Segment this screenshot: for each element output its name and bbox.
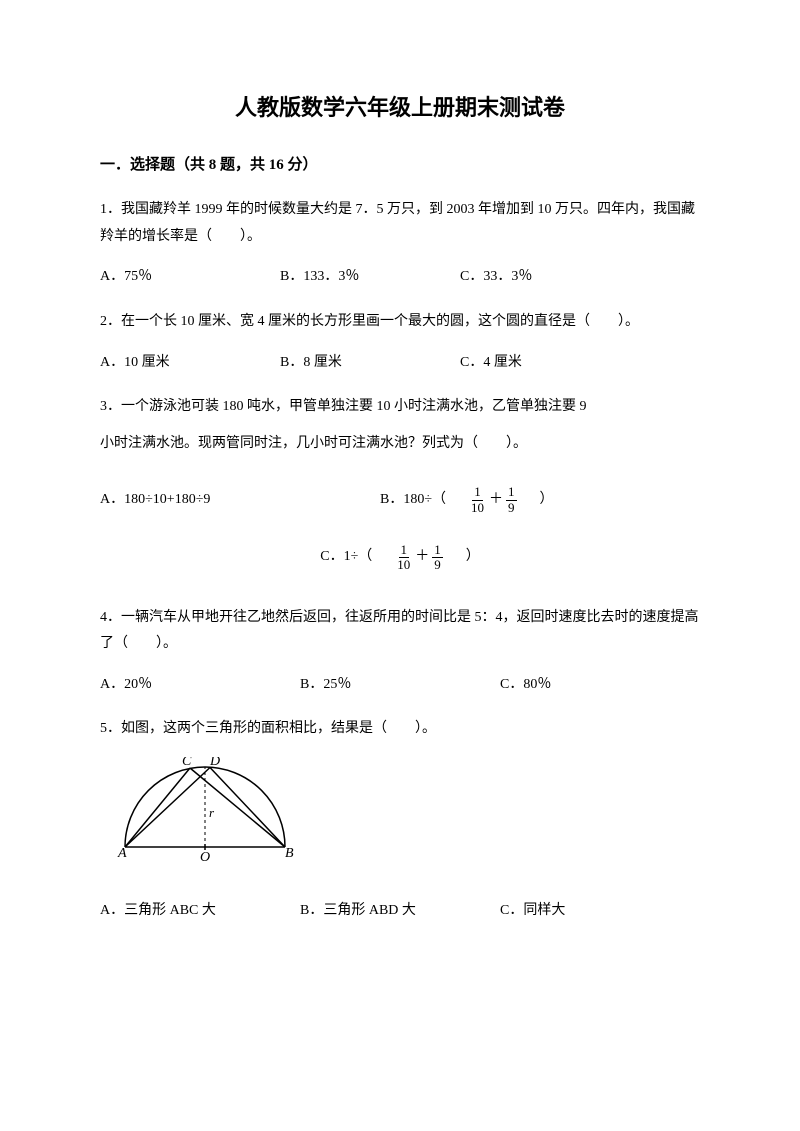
q5-options: A．三角形 ABC 大 B．三角形 ABD 大 C．同样大 <box>100 898 700 925</box>
q3-option-b: B．180÷（ 1 10 ＋ 1 9 ） <box>380 485 554 515</box>
q2-option-c: C．4 厘米 <box>460 350 640 377</box>
plus-sign: ＋ <box>415 544 429 571</box>
svg-text:A: A <box>117 846 127 861</box>
q1-option-a: A．75％ <box>100 264 280 291</box>
q4-options: A．20％ B．25％ C．80％ <box>100 672 700 699</box>
q3-optc-suffix: ） <box>466 544 480 571</box>
svg-text:O: O <box>200 850 210 865</box>
question-2: 2．在一个长 10 厘米、宽 4 厘米的长方形里画一个最大的圆，这个圆的直径是（… <box>100 309 700 376</box>
question-1: 1．我国藏羚羊 1999 年的时候数量大约是 7．5 万只，到 2003 年增加… <box>100 197 700 291</box>
q5-option-c: C．同样大 <box>500 898 565 925</box>
q4-option-b: B．25％ <box>300 672 500 699</box>
q2-option-a: A．10 厘米 <box>100 350 280 377</box>
q4-option-c: C．80％ <box>500 672 680 699</box>
q5-text: 5．如图，这两个三角形的面积相比，结果是（ ）。 <box>100 716 700 743</box>
question-4: 4．一辆汽车从甲地开往乙地然后返回，往返所用的时间比是 5：4，返回时速度比去时… <box>100 605 700 699</box>
semicircle-triangle-icon: A B C D O r <box>110 757 300 867</box>
q3-optc-prefix: C．1÷（ <box>320 544 372 571</box>
q1-options: A．75％ B．133．3％ C．33．3％ <box>100 264 700 291</box>
q5-option-a: A．三角形 ABC 大 <box>100 898 300 925</box>
q1-text: 1．我国藏羚羊 1999 年的时候数量大约是 7．5 万只，到 2003 年增加… <box>100 197 700 250</box>
fraction-icon: 1 9 <box>432 543 443 573</box>
q1-option-c: C．33．3％ <box>460 264 640 291</box>
fraction-icon: 1 10 <box>395 543 412 573</box>
svg-text:B: B <box>285 846 294 861</box>
page-title: 人教版数学六年级上册期末测试卷 <box>100 90 700 125</box>
q3-option-a: A．180÷10+180÷9 <box>100 487 380 514</box>
q4-option-a: A．20％ <box>100 672 300 699</box>
q2-options: A．10 厘米 B．8 厘米 C．4 厘米 <box>100 350 700 377</box>
section-header: 一．选择题（共 8 题，共 16 分） <box>100 153 700 177</box>
svg-text:C: C <box>182 757 192 769</box>
fraction-icon: 1 9 <box>506 485 517 515</box>
q2-text: 2．在一个长 10 厘米、宽 4 厘米的长方形里画一个最大的圆，这个圆的直径是（… <box>100 309 700 336</box>
q3-line2: 小时注满水池。现两管同时注，几小时可注满水池？列式为（ ）。 <box>100 431 700 458</box>
fraction-icon: 1 10 <box>469 485 486 515</box>
plus-sign: ＋ <box>489 487 503 514</box>
q2-option-b: B．8 厘米 <box>280 350 460 377</box>
question-3: 3．一个游泳池可装 180 吨水，甲管单独注要 10 小时注满水池，乙管单独注要… <box>100 394 700 572</box>
q3-optb-prefix: B．180÷（ <box>380 487 446 514</box>
q5-figure: A B C D O r <box>110 757 700 878</box>
svg-text:r: r <box>209 805 215 820</box>
q1-option-b: B．133．3％ <box>280 264 460 291</box>
q4-text: 4．一辆汽车从甲地开往乙地然后返回，往返所用的时间比是 5：4，返回时速度比去时… <box>100 605 700 658</box>
q3-options-ab: A．180÷10+180÷9 B．180÷（ 1 10 ＋ 1 9 ） <box>100 485 700 515</box>
q3-optb-suffix: ） <box>540 487 554 514</box>
q3-option-c: C．1÷（ 1 10 ＋ 1 9 ） <box>100 543 700 573</box>
svg-text:D: D <box>209 757 220 769</box>
question-5: 5．如图，这两个三角形的面积相比，结果是（ ）。 A B C D O r <box>100 716 700 924</box>
q3-line1: 3．一个游泳池可装 180 吨水，甲管单独注要 10 小时注满水池，乙管单独注要… <box>100 394 700 421</box>
q5-option-b: B．三角形 ABD 大 <box>300 898 500 925</box>
